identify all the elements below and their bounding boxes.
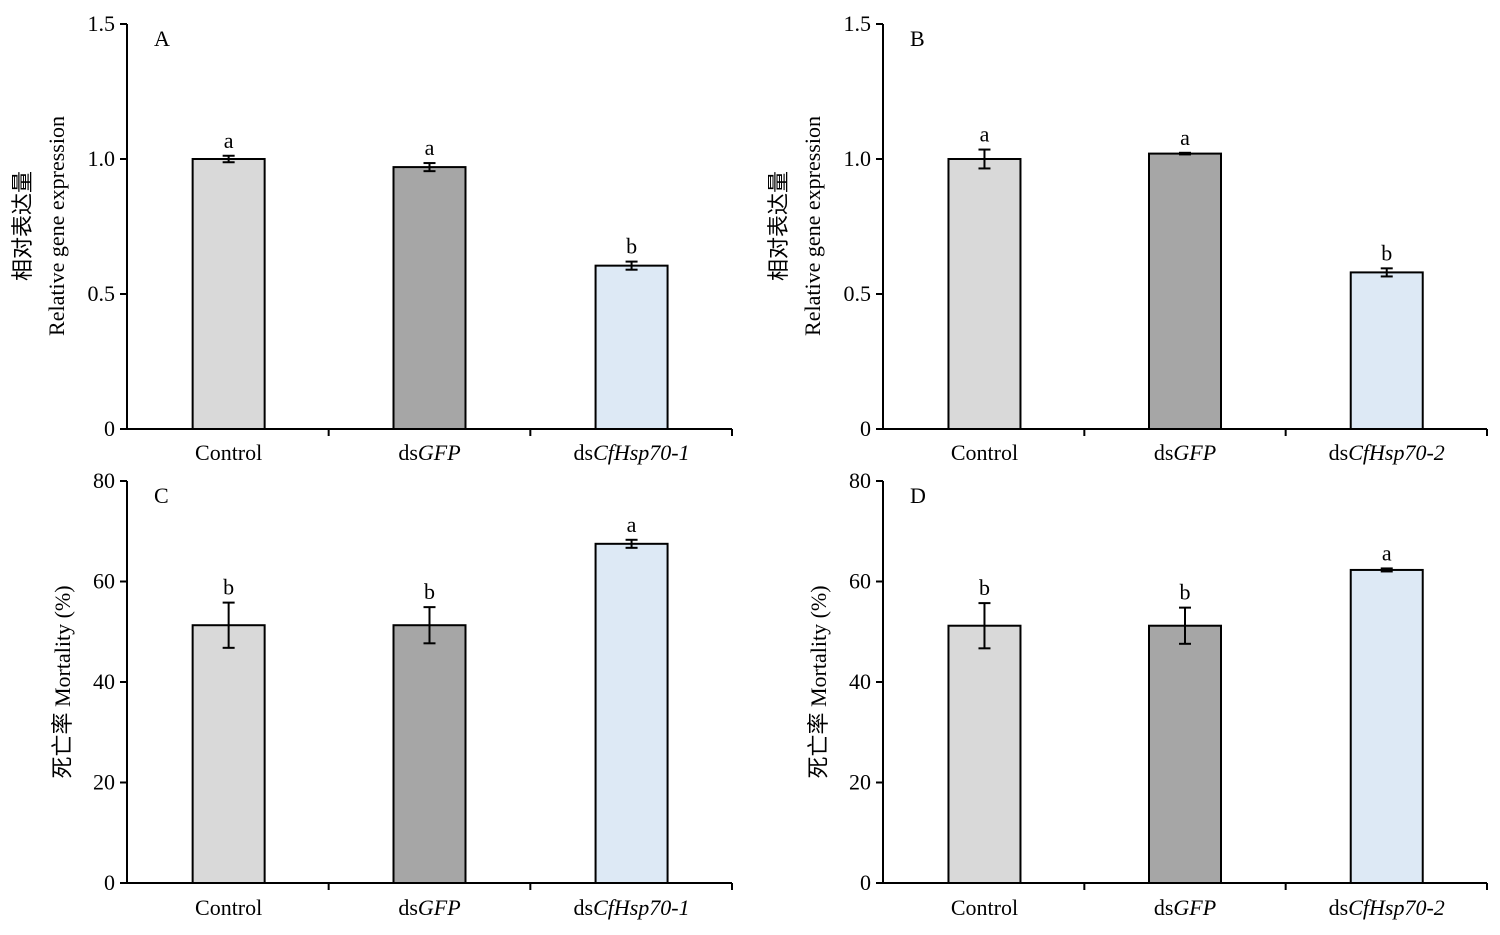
x-tick-label-plain: ds (398, 895, 418, 920)
x-tick-label-italic: GFP (418, 440, 461, 465)
significance-letter: b (424, 579, 435, 604)
y-tick-label: 20 (93, 770, 115, 795)
significance-letter: a (1382, 540, 1392, 565)
x-tick-label: Control (195, 895, 262, 920)
bar (191, 158, 266, 430)
x-tick-label: dsGFP (1154, 895, 1216, 920)
y-axis-label: 死亡率 Mortality (%) (50, 585, 75, 778)
x-tick-label-plain: Control (195, 440, 262, 465)
y-tick-label: 1.5 (88, 11, 116, 36)
significance-letter: b (223, 575, 234, 600)
y-tick-label: 1.0 (844, 146, 872, 171)
panel-letter: B (910, 26, 925, 51)
significance-letter: a (627, 512, 637, 537)
y-axis-label-en: Mortality (%) (806, 585, 831, 707)
y-axis-label-cn: 死亡率 (50, 707, 75, 779)
significance-letter: a (425, 135, 435, 160)
significance-letter: a (980, 122, 990, 147)
y-tick-label: 1.0 (88, 146, 116, 171)
y-tick-label: 60 (849, 569, 871, 594)
y-tick-label: 1.5 (844, 11, 872, 36)
x-tick-label: Control (951, 895, 1018, 920)
chart-panel-c: 020406080bControlbdsGFPadsCfHsp70-1C死亡率 … (50, 468, 733, 920)
y-tick-label: 40 (849, 669, 871, 694)
bar (947, 624, 1022, 884)
bar (594, 542, 669, 884)
x-tick-label-plain: ds (574, 895, 594, 920)
x-tick-label-italic: CfHsp70-1 (593, 895, 690, 920)
y-tick-label: 0.5 (88, 281, 116, 306)
significance-letter: b (626, 234, 637, 259)
bar (191, 624, 266, 885)
x-tick-label-italic: CfHsp70-2 (1348, 895, 1445, 920)
x-tick-label: dsCfHsp70-1 (574, 440, 690, 465)
bar (1349, 568, 1424, 884)
x-tick-label-plain: Control (951, 440, 1018, 465)
bar (1148, 152, 1222, 430)
x-tick-label-italic: GFP (418, 895, 461, 920)
y-tick-label: 60 (93, 569, 115, 594)
x-tick-label: Control (951, 440, 1018, 465)
x-tick-label: dsGFP (1154, 440, 1216, 465)
x-tick-label: dsCfHsp70-1 (574, 895, 690, 920)
y-axis-label-cn: 死亡率 (806, 707, 831, 779)
bar (1148, 624, 1222, 884)
significance-letter: a (224, 128, 234, 153)
significance-letter: b (1180, 580, 1191, 605)
x-tick-label-plain: ds (1154, 440, 1174, 465)
y-axis-label-en: Relative gene expression (44, 116, 69, 336)
x-tick-label: dsGFP (398, 895, 460, 920)
bar (594, 264, 669, 430)
x-tick-label-italic: CfHsp70-1 (593, 440, 690, 465)
chart-panel-d: 020406080bControlbdsGFPadsCfHsp70-2D死亡率 … (806, 468, 1488, 920)
y-tick-label: 0 (860, 416, 871, 441)
bar (392, 166, 467, 430)
significance-letter: a (1180, 125, 1190, 150)
panel-letter: C (154, 483, 169, 508)
y-tick-label: 0 (860, 870, 871, 895)
x-tick-label-plain: ds (1329, 440, 1349, 465)
bar (947, 158, 1022, 430)
bar (392, 624, 467, 885)
x-tick-label-plain: ds (1329, 895, 1349, 920)
y-axis-label-en: Relative gene expression (800, 116, 825, 336)
chart-panel-b: 00.51.01.5aControladsGFPbdsCfHsp70-2B相对表… (766, 11, 1488, 465)
y-tick-label: 80 (93, 468, 115, 493)
x-tick-label-italic: GFP (1173, 895, 1216, 920)
x-tick-label-plain: ds (574, 440, 594, 465)
y-tick-label: 0 (104, 416, 115, 441)
x-tick-label: Control (195, 440, 262, 465)
y-axis-label: 死亡率 Mortality (%) (806, 585, 831, 778)
y-tick-label: 20 (849, 770, 871, 795)
significance-letter: b (979, 575, 990, 600)
y-axis-label-cn: 相对表达量 (10, 171, 35, 281)
significance-letter: b (1381, 240, 1392, 265)
x-tick-label-plain: Control (195, 895, 262, 920)
panel-letter: A (154, 26, 170, 51)
x-tick-label: dsGFP (398, 440, 460, 465)
y-axis-label-cn: 相对表达量 (766, 171, 791, 281)
y-axis-label-en: Mortality (%) (50, 585, 75, 707)
y-tick-label: 0.5 (844, 281, 872, 306)
x-tick-label-plain: ds (1154, 895, 1174, 920)
x-tick-label-plain: Control (951, 895, 1018, 920)
x-tick-label: dsCfHsp70-2 (1329, 440, 1445, 465)
y-tick-label: 40 (93, 669, 115, 694)
bar (1349, 271, 1424, 430)
x-tick-label-italic: GFP (1173, 440, 1216, 465)
chart-panel-a: 00.51.01.5aControladsGFPbdsCfHsp70-1A相对表… (10, 11, 733, 465)
x-tick-label-plain: ds (398, 440, 418, 465)
panel-letter: D (910, 483, 926, 508)
y-tick-label: 80 (849, 468, 871, 493)
x-tick-label: dsCfHsp70-2 (1329, 895, 1445, 920)
y-tick-label: 0 (104, 870, 115, 895)
x-tick-label-italic: CfHsp70-2 (1348, 440, 1445, 465)
